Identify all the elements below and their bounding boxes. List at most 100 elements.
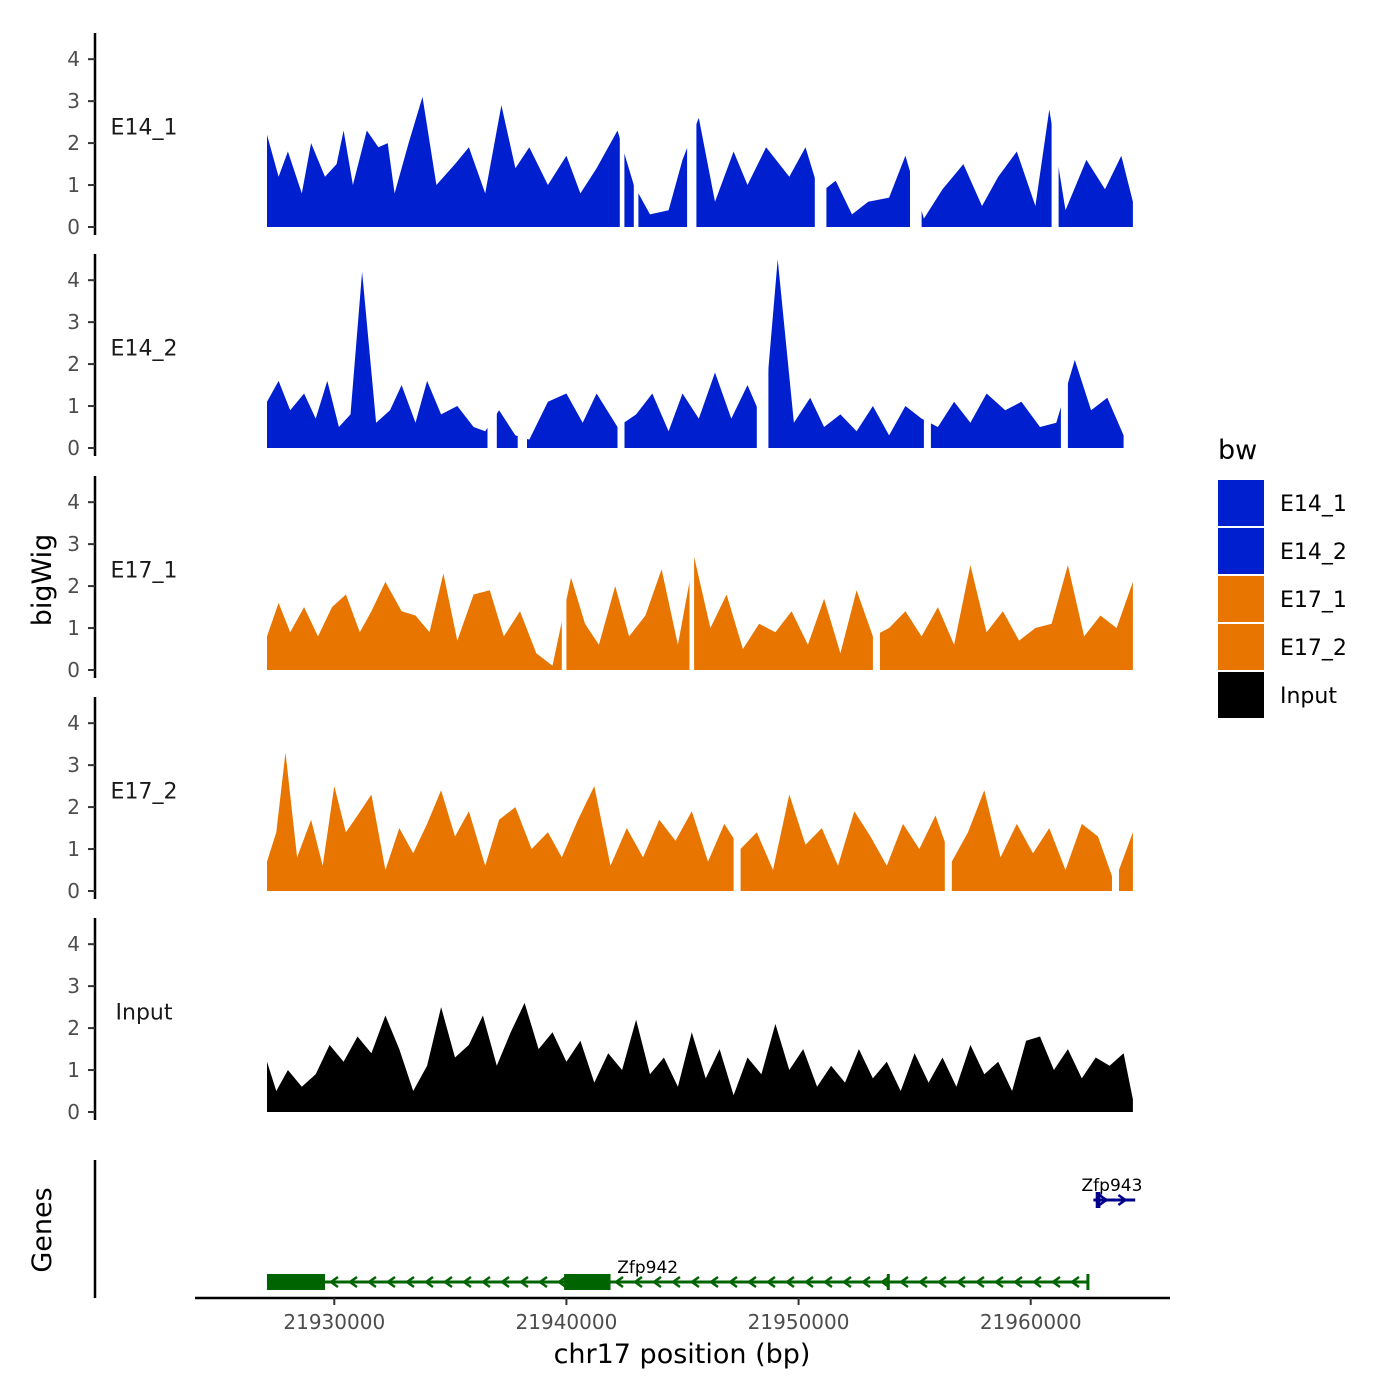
- gene-Zfp942: Zfp942: [266, 1258, 1090, 1290]
- strand-arrow: [784, 1275, 795, 1289]
- y-tick-label: 2: [67, 574, 80, 598]
- strand-arrow: [347, 1275, 358, 1289]
- y-tick-label: 3: [67, 753, 80, 777]
- legend: bw E14_1 E14_2 E17_1 E17_2 Input: [1218, 435, 1347, 718]
- strand-arrow: [404, 1275, 415, 1289]
- signal-area-E14_1: [267, 96, 1133, 228]
- bigwig-tracks: 0 1 2 3 4 E14_1 0 1 2 3 4 E14_2 0 1 2 3 4 E17_1 0 1 2 3 4 E17_2…: [67, 33, 1133, 1124]
- strand-arrow: [518, 1275, 529, 1289]
- strand-arrow: [708, 1275, 719, 1289]
- y-tick-label: 4: [67, 932, 80, 956]
- coverage-gap: [910, 33, 922, 228]
- y-tick-label: 2: [67, 1016, 80, 1040]
- coverage-gap: [1051, 33, 1059, 228]
- y-tick-label: 4: [67, 47, 80, 71]
- strand-arrow: [765, 1275, 776, 1289]
- coverage-gap: [1060, 254, 1068, 449]
- strand-arrow: [917, 1275, 928, 1289]
- y-tick-label: 0: [67, 215, 80, 239]
- strand-arrow: [936, 1275, 947, 1289]
- x-tick-label: 21960000: [980, 1310, 1082, 1334]
- exon: [564, 1274, 611, 1290]
- strand-arrow: [423, 1275, 434, 1289]
- coverage-gap: [814, 33, 827, 228]
- strand-arrow: [461, 1275, 472, 1289]
- track-label-E17_1: E17_1: [111, 559, 178, 584]
- legend-key-E14_2: [1218, 528, 1264, 574]
- strand-arrow: [898, 1275, 909, 1289]
- exon: [266, 1274, 325, 1290]
- y-axis-title: bigWig: [27, 534, 58, 627]
- strand-arrow: [689, 1275, 700, 1289]
- coverage-gap: [733, 697, 741, 892]
- coverage-gap: [617, 254, 625, 449]
- strand-arrow: [328, 1275, 339, 1289]
- track-E14_2: 0 1 2 3 4 E14_2: [67, 254, 1124, 460]
- y-tick-label: 2: [67, 795, 80, 819]
- y-tick-label: 0: [67, 658, 80, 682]
- track-E17_2: 0 1 2 3 4 E17_2: [67, 697, 1133, 903]
- track-E17_1: 0 1 2 3 4 E17_1: [67, 476, 1133, 682]
- y-tick-label: 3: [67, 974, 80, 998]
- signal-area-E14_2: [267, 259, 1124, 448]
- y-tick-label: 2: [67, 131, 80, 155]
- legend-label-E17_2: E17_2: [1280, 636, 1347, 661]
- strand-arrow: [1069, 1275, 1080, 1289]
- strand-arrow: [442, 1275, 453, 1289]
- x-tick-label: 21930000: [283, 1310, 385, 1334]
- y-tick-label: 3: [67, 532, 80, 556]
- legend-label-E14_2: E14_2: [1280, 540, 1347, 565]
- gene-Zfp943: Zfp943: [1082, 1176, 1143, 1208]
- coverage-gap: [944, 697, 952, 892]
- exon: [886, 1274, 890, 1290]
- strand-arrow: [651, 1275, 662, 1289]
- strand-arrow: [499, 1275, 510, 1289]
- y-tick-label: 4: [67, 268, 80, 292]
- x-tick-label: 21950000: [748, 1310, 850, 1334]
- gene-label-Zfp942: Zfp942: [617, 1258, 678, 1278]
- legend-label-Input: Input: [1280, 684, 1337, 709]
- y-tick-label: 1: [67, 837, 80, 861]
- coverage-gap: [619, 33, 625, 228]
- track-label-E14_1: E14_1: [111, 116, 178, 141]
- gene-panel: Zfp942 Zfp943: [93, 1160, 1143, 1298]
- y-tick-label: 1: [67, 173, 80, 197]
- track-label-Input: Input: [116, 1001, 173, 1026]
- strand-arrow: [366, 1275, 377, 1289]
- strand-arrow: [841, 1275, 852, 1289]
- strand-arrow: [803, 1275, 814, 1289]
- strand-arrow: [974, 1275, 985, 1289]
- strand-arrow: [1031, 1275, 1042, 1289]
- legend-title: bw: [1218, 435, 1257, 466]
- strand-arrow: [632, 1275, 643, 1289]
- coverage-gap: [561, 476, 567, 671]
- strand-arrow: [1117, 1193, 1128, 1207]
- gene-label-Zfp943: Zfp943: [1082, 1176, 1143, 1196]
- genes-axis-title: Genes: [27, 1187, 58, 1272]
- legend-label-E14_1: E14_1: [1280, 492, 1347, 517]
- strand-arrow: [1012, 1275, 1023, 1289]
- strand-arrow: [879, 1275, 890, 1289]
- strand-arrow: [822, 1275, 833, 1289]
- y-tick-label: 1: [67, 616, 80, 640]
- coverage-gap: [689, 476, 695, 671]
- strand-arrow: [537, 1275, 548, 1289]
- strand-arrow: [1050, 1275, 1061, 1289]
- legend-key-E14_1: [1218, 480, 1264, 526]
- y-tick-label: 0: [67, 436, 80, 460]
- coverage-gap: [756, 254, 769, 449]
- coverage-gap: [633, 33, 639, 228]
- strand-arrow: [480, 1275, 491, 1289]
- x-axis: 21930000 21940000 21950000 21960000: [195, 1296, 1170, 1334]
- coverage-gap: [487, 254, 497, 449]
- y-tick-label: 4: [67, 490, 80, 514]
- track-label-E14_2: E14_2: [111, 337, 178, 362]
- coverage-gap: [872, 476, 880, 671]
- strand-arrow: [860, 1275, 871, 1289]
- strand-arrow: [385, 1275, 396, 1289]
- strand-arrow: [1098, 1193, 1109, 1207]
- coverage-gap: [517, 254, 527, 449]
- strand-arrow: [556, 1275, 567, 1289]
- strand-arrow: [993, 1275, 1004, 1289]
- strand-arrow: [746, 1275, 757, 1289]
